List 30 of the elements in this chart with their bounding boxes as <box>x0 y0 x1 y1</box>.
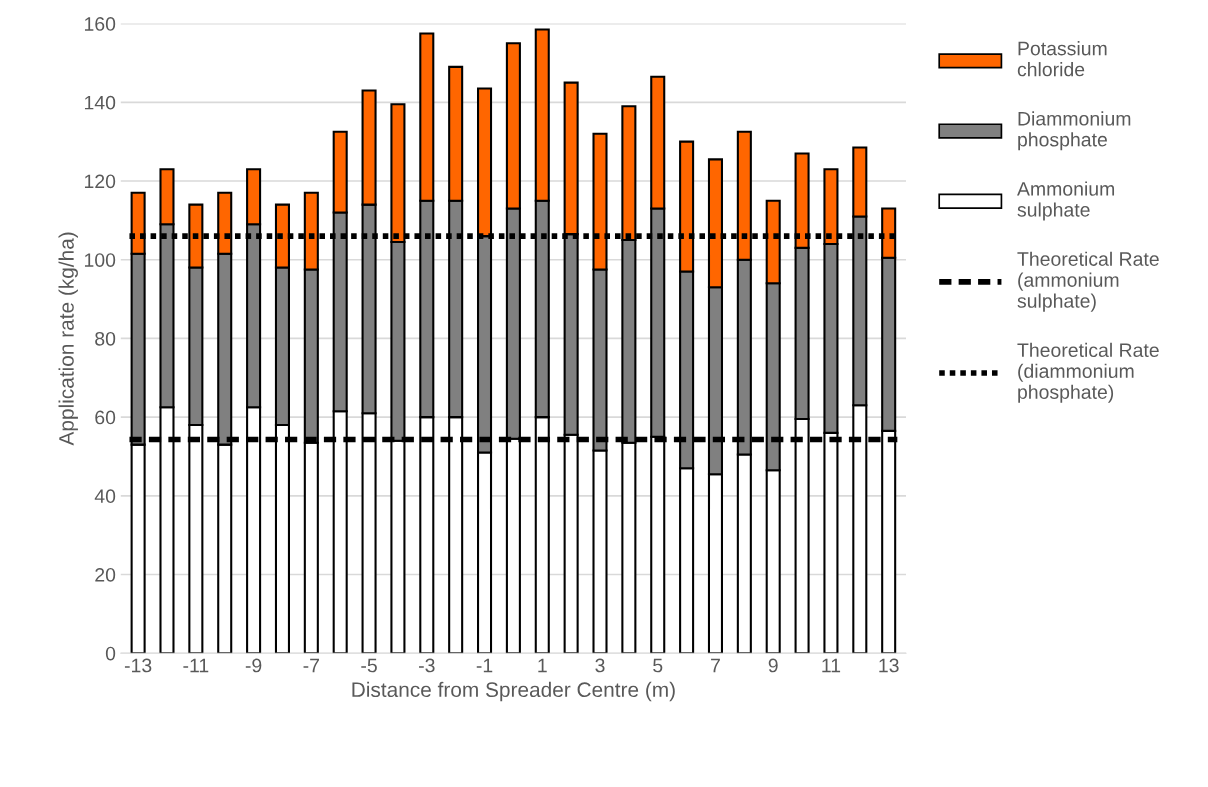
x-tick-label: 13 <box>879 658 899 673</box>
legend-label: Potassium chloride <box>1017 41 1107 77</box>
y-tick-label: 20 <box>95 567 116 582</box>
x-axis-title: Distance from Spreader Centre (m) <box>352 681 675 702</box>
y-tick-label: 40 <box>94 489 116 504</box>
y-tick-label: 120 <box>84 174 116 189</box>
y-tick-label: 160 <box>84 17 116 31</box>
legend-label: Ammonium sulphate <box>1017 181 1115 221</box>
x-tick-label: -1 <box>476 658 493 673</box>
x-tick-label: 3 <box>595 658 605 673</box>
y-axis-title: Application rate (kg/ha) <box>58 232 78 446</box>
legend-label: Theoretical Rate (diammonium phosphate) <box>1017 342 1159 403</box>
x-tick-label: -7 <box>303 658 319 673</box>
x-tick-label: 11 <box>822 658 841 673</box>
x-tick-label: -11 <box>183 658 209 673</box>
y-tick-label: 80 <box>95 331 116 346</box>
y-tick-label: 140 <box>84 95 116 110</box>
y-tick-label: 0 <box>105 646 116 661</box>
x-tick-label: 9 <box>768 658 778 673</box>
y-tick-label: 60 <box>95 410 116 425</box>
x-tick-label: -9 <box>245 658 262 673</box>
x-tick-label: -3 <box>419 658 435 673</box>
x-tick-label: -13 <box>124 658 152 673</box>
x-tick-label: -5 <box>361 658 377 673</box>
legend-label: Diammonium phosphate <box>1018 111 1131 151</box>
x-tick-label: 5 <box>653 658 663 673</box>
x-tick-label: 7 <box>711 658 720 673</box>
x-tick-label: 1 <box>538 658 547 673</box>
legend-label: Theoretical Rate (ammonium sulphate) <box>1017 251 1159 312</box>
y-tick-label: 100 <box>84 253 116 267</box>
